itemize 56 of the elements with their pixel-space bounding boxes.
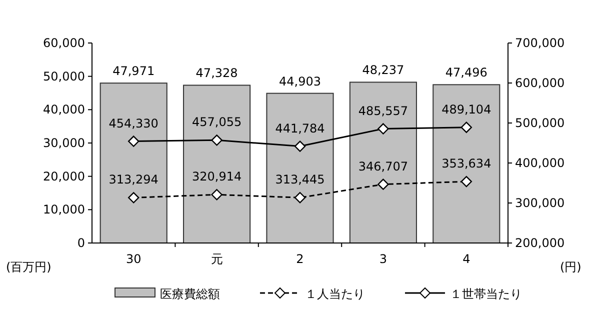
- point: [128, 192, 140, 204]
- bar: [183, 84, 251, 244]
- data-label: 47,328: [196, 66, 238, 80]
- y2-axis-title: (円): [560, 260, 582, 274]
- data-label: 454,330: [108, 116, 158, 130]
- point: [294, 140, 306, 152]
- data-label: 48,237: [362, 63, 404, 78]
- data-label: 353,634: [442, 156, 492, 171]
- data-label: 320,914: [192, 170, 242, 184]
- legend: １人当たり: [260, 287, 365, 301]
- legend: 医療費総額: [114, 287, 220, 301]
- x-tick-label: 元: [210, 252, 223, 266]
- legend: １世帯当たり: [405, 287, 522, 301]
- bar: [349, 82, 417, 244]
- point: [460, 122, 472, 133]
- data-label: 44,903: [279, 74, 321, 88]
- y2-tick-label: 600,000: [515, 76, 565, 90]
- data-label: 441,784: [275, 121, 325, 136]
- y2-tick-label: 500,000: [515, 116, 565, 130]
- y-tick-label: 0: [77, 236, 85, 250]
- legend-label: １人当たり: [305, 287, 365, 301]
- data-label: 47,971: [112, 64, 155, 78]
- y-tick-label: 40,000: [43, 102, 85, 117]
- y-tick-label: 60,000: [43, 36, 85, 50]
- x-tick-label: 2: [296, 252, 304, 266]
- y-axis-title: (百万円): [6, 260, 52, 274]
- point: [211, 134, 222, 146]
- point: [378, 123, 389, 134]
- legend-label: １世帯当たり: [450, 287, 522, 301]
- data-label: 489,104: [442, 102, 492, 116]
- y-tick-label: 10,000: [43, 202, 85, 217]
- x-tick-label: 3: [379, 252, 388, 266]
- y2-tick-label: 200,000: [515, 236, 565, 250]
- bar: [266, 92, 334, 244]
- point: [378, 178, 389, 190]
- x-tick-label: 30: [126, 252, 142, 266]
- y2-tick-label: 400,000: [515, 156, 565, 170]
- y2-tick-label: 300,000: [515, 196, 565, 210]
- x-tick-label: 4: [462, 252, 470, 266]
- y-tick-label: 30,000: [43, 136, 85, 150]
- point: [294, 192, 306, 204]
- y-tick-label: 20,000: [43, 169, 85, 184]
- data-label: 485,557: [358, 104, 408, 118]
- data-label: 346,707: [358, 159, 408, 174]
- data-label: 313,294: [108, 172, 158, 187]
- bar: [432, 84, 500, 244]
- y2-tick-label: 700,000: [515, 36, 565, 50]
- legend-label: 医療費総額: [160, 287, 220, 301]
- data-label: 47,496: [445, 66, 488, 80]
- data-label: 457,055: [192, 115, 242, 130]
- point: [128, 136, 140, 147]
- point: [211, 189, 222, 200]
- bar: [100, 82, 168, 244]
- y-tick-label: 50,000: [43, 69, 85, 84]
- point: [460, 176, 472, 188]
- data-label: 313,445: [275, 172, 325, 187]
